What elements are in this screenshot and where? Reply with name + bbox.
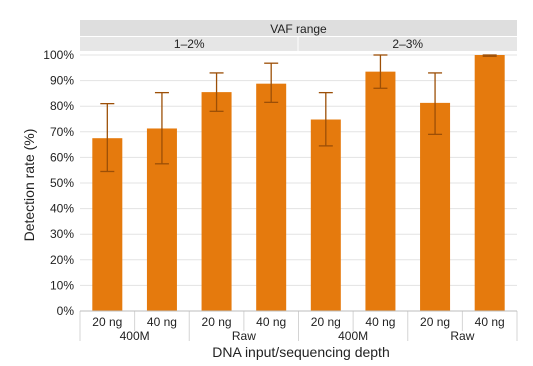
x-group-label: Raw	[232, 329, 256, 343]
y-tick-label: 90%	[50, 74, 74, 88]
x-tick-label: 20 ng	[311, 315, 341, 329]
y-axis: 0% 10% 20% 30% 40% 50% 60% 70% 80% 90% 100%	[43, 48, 74, 318]
facet-title-strip	[80, 20, 517, 36]
x-group-label: 400M	[338, 329, 368, 343]
x-group-label: Raw	[450, 329, 474, 343]
bar	[310, 119, 341, 312]
facet-strips: VAF range 1–2% 2–3%	[80, 20, 517, 51]
facet-strip	[80, 37, 298, 51]
bar	[365, 71, 396, 311]
y-tick-label: 40%	[50, 202, 74, 216]
error-bars	[100, 54, 497, 173]
x-tick-label: 40 ng	[147, 315, 177, 329]
x-tick-label: 20 ng	[92, 315, 122, 329]
x-tick-label: 20 ng	[202, 315, 232, 329]
bar	[256, 83, 287, 311]
y-tick-label: 30%	[50, 227, 74, 241]
bar	[420, 102, 451, 311]
facet-label: 2–3%	[392, 37, 423, 51]
x-tick-label: 40 ng	[256, 315, 286, 329]
x-axis: 20 ng 40 ng 20 ng 40 ng 20 ng 40 ng 20 ng 40 ng…	[79, 310, 518, 343]
y-tick-label: 70%	[50, 125, 74, 139]
x-tick-label: 40 ng	[365, 315, 395, 329]
y-axis-label: Detection rate (%)	[21, 129, 37, 242]
gridlines	[80, 54, 517, 312]
y-tick-label: 60%	[50, 150, 74, 164]
y-tick-label: 0%	[57, 304, 75, 318]
facet-strip	[298, 37, 517, 51]
y-tick-label: 100%	[43, 48, 74, 62]
x-group-label: 400M	[120, 329, 150, 343]
y-tick-label: 10%	[50, 278, 74, 292]
y-tick-label: 50%	[50, 176, 74, 190]
y-tick-label: 80%	[50, 99, 74, 113]
facet-title: VAF range	[270, 22, 327, 36]
bars	[92, 55, 505, 312]
x-axis-label: DNA input/sequencing depth	[212, 344, 389, 360]
bar	[201, 92, 232, 312]
facet-label: 1–2%	[174, 37, 205, 51]
bar	[474, 55, 505, 311]
x-tick-label: 20 ng	[420, 315, 450, 329]
x-tick-label: 40 ng	[475, 315, 505, 329]
y-tick-label: 20%	[50, 253, 74, 267]
